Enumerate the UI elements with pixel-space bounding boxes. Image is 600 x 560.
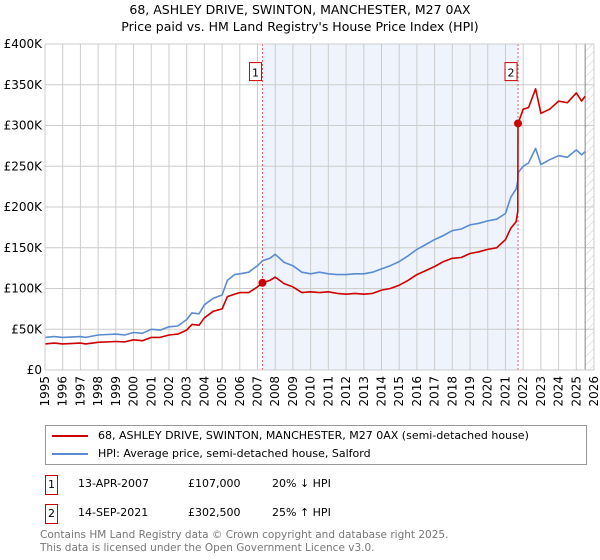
y-tick-label: £200K — [4, 200, 44, 214]
legend-label: 68, ASHLEY DRIVE, SWINTON, MANCHESTER, M… — [98, 429, 529, 442]
sale-point — [258, 278, 267, 287]
x-tick-label: 2003 — [180, 376, 194, 407]
legend-item-property: 68, ASHLEY DRIVE, SWINTON, MANCHESTER, M… — [52, 428, 529, 444]
x-tick-label: 2012 — [339, 376, 353, 407]
footer-line-1: Contains HM Land Registry data © Crown c… — [40, 529, 449, 541]
x-tick-label: 2017 — [428, 376, 442, 407]
plot-frame — [44, 43, 595, 371]
x-tick-label: 2020 — [481, 376, 495, 407]
x-tick-label: 2016 — [410, 376, 424, 407]
x-tick-label: 2018 — [445, 376, 459, 407]
sale-label-box — [248, 62, 262, 82]
legend-item-hpi: HPI: Average price, semi-detached house,… — [52, 446, 371, 462]
legend: 68, ASHLEY DRIVE, SWINTON, MANCHESTER, M… — [45, 425, 587, 465]
x-tick-label: 2001 — [144, 376, 158, 407]
x-tick-label: 2010 — [304, 376, 318, 407]
x-tick-label: 2023 — [534, 376, 548, 407]
sale-date: 13-APR-2007 — [78, 477, 150, 490]
x-tick-label: 2005 — [215, 376, 229, 407]
footer: Contains HM Land Registry data © Crown c… — [40, 529, 448, 555]
x-tick-label: 2022 — [516, 376, 530, 407]
chart-title: 68, ASHLEY DRIVE, SWINTON, MANCHESTER, M… — [129, 2, 471, 17]
y-tick-label: £100K — [4, 282, 44, 296]
sale-marker: 1 — [45, 475, 58, 495]
x-tick-label: 1995 — [38, 376, 52, 407]
x-tick-label: 2026 — [587, 376, 600, 407]
legend-swatch-blue — [52, 453, 88, 455]
sale-marker: 2 — [45, 504, 58, 524]
sale-hpi-diff: 25% ↑ HPI — [272, 506, 331, 519]
legend-label: HPI: Average price, semi-detached house,… — [98, 447, 371, 460]
y-tick-label: £0 — [27, 363, 42, 377]
x-tick-label: 1997 — [73, 376, 87, 407]
y-tick-label: £250K — [4, 159, 44, 173]
legend-swatch-red — [52, 435, 88, 437]
x-tick-label: 2015 — [392, 376, 406, 407]
x-tick-label: 2008 — [268, 376, 282, 407]
sale-price: £107,000 — [188, 477, 241, 490]
x-tick-label: 2009 — [286, 376, 300, 407]
y-tick-label: £50K — [11, 322, 43, 336]
x-tick-label: 2011 — [321, 376, 335, 407]
x-tick-label: 2002 — [162, 376, 176, 407]
chart-subtitle: Price paid vs. HM Land Registry's House … — [121, 19, 479, 34]
x-tick-label: 1996 — [56, 376, 70, 407]
y-tick-label: £300K — [4, 119, 44, 133]
y-tick-label: £350K — [4, 78, 44, 92]
x-tick-label: 2024 — [552, 376, 566, 407]
footer-line-2: This data is licensed under the Open Gov… — [40, 542, 375, 554]
sale-label: 2 — [508, 67, 515, 80]
sale-label-box — [504, 62, 518, 82]
sale-price: £302,500 — [188, 506, 241, 519]
price-chart: 1995 1996 1997 1998 1999 2000 2001 2002 2003 2004… — [4, 37, 600, 407]
y-tick-label: £150K — [4, 241, 44, 255]
x-tick-label: 1999 — [109, 376, 123, 407]
x-tick-label: 2006 — [233, 376, 247, 407]
sale-date: 14-SEP-2021 — [78, 506, 149, 519]
property-price-line — [44, 88, 586, 345]
x-tick-label: 2013 — [357, 376, 371, 407]
sale-label: 1 — [252, 67, 259, 80]
x-tick-label: 2025 — [569, 376, 583, 407]
x-tick-label: 2021 — [498, 376, 512, 407]
sale-point — [514, 119, 523, 128]
x-tick-label: 2007 — [251, 376, 265, 407]
x-tick-label: 2019 — [463, 376, 477, 407]
x-tick-label: 2004 — [197, 376, 211, 407]
x-tick-label: 1998 — [91, 376, 105, 407]
x-tick-label: 2000 — [127, 376, 141, 407]
y-tick-label: £400K — [4, 37, 44, 51]
sale-hpi-diff: 20% ↓ HPI — [272, 477, 331, 490]
x-tick-label: 2014 — [374, 376, 388, 407]
